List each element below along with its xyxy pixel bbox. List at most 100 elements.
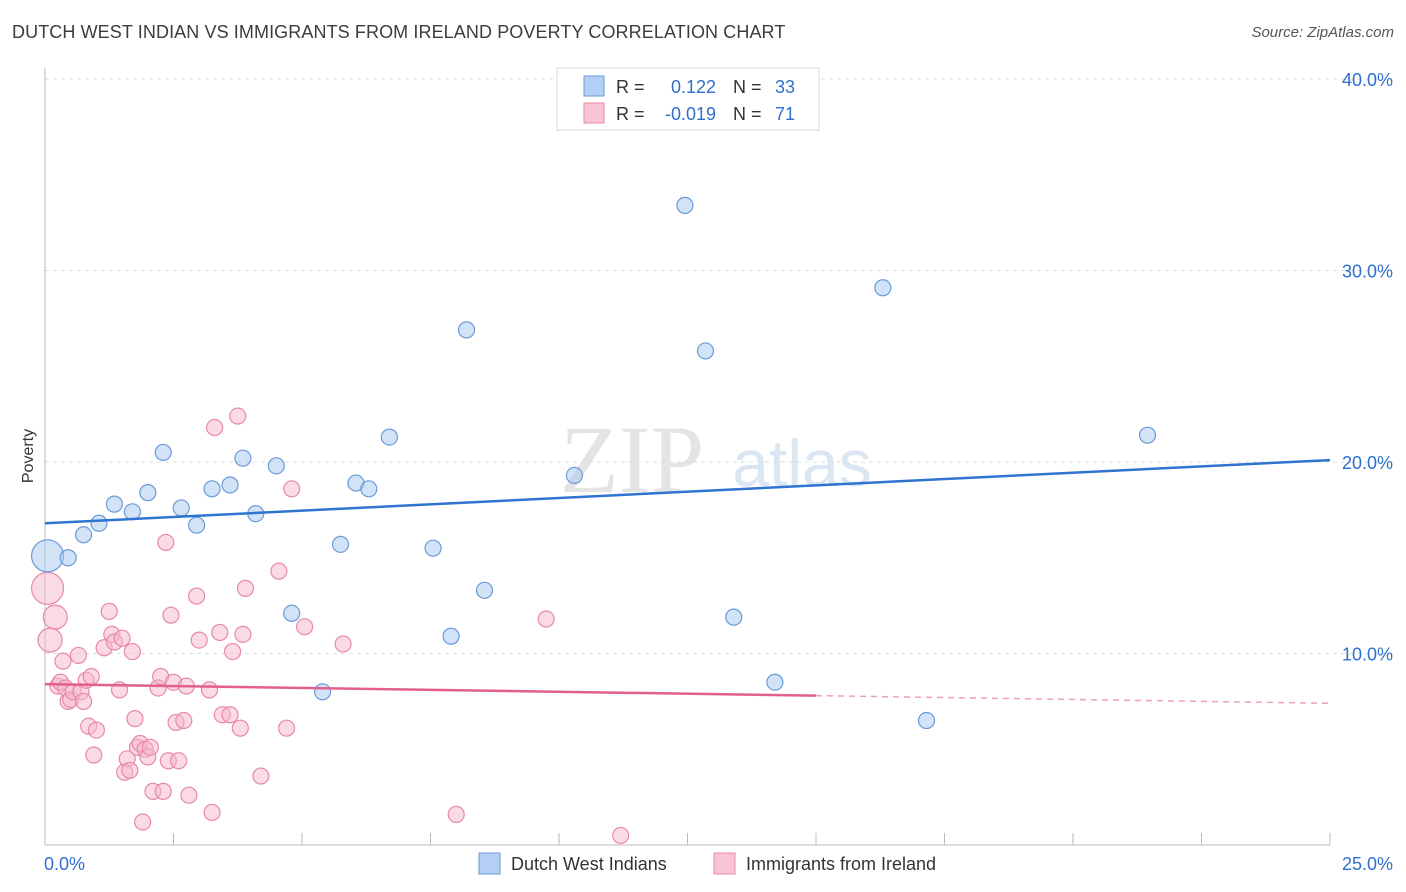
legend-label-immigrants-from-ireland: Immigrants from Ireland bbox=[746, 854, 936, 874]
ireland-point bbox=[537, 610, 555, 628]
y-tick-labels: 10.0% 20.0% 30.0% 40.0% bbox=[1342, 70, 1393, 665]
stats-r-value-pink: -0.019 bbox=[665, 104, 716, 124]
dutch-west-indian-point bbox=[90, 514, 108, 532]
dutch-west-indian-point bbox=[457, 321, 476, 339]
dutch-west-indian-point bbox=[475, 581, 494, 599]
legend-label-dutch-west-indians: Dutch West Indians bbox=[511, 854, 667, 874]
stats-r-label-blue: R = bbox=[616, 77, 645, 97]
ireland-point bbox=[175, 711, 193, 730]
y-tick-label: 20.0% bbox=[1342, 453, 1393, 473]
dutch-west-indian-point bbox=[424, 539, 442, 557]
dutch-west-indian-point bbox=[267, 457, 285, 475]
stats-n-label-blue: N = bbox=[733, 77, 762, 97]
ireland-point bbox=[270, 562, 288, 580]
dutch-west-indian-point bbox=[380, 428, 398, 446]
dutch-west-indian-point bbox=[30, 539, 65, 573]
ireland-point bbox=[134, 813, 152, 831]
dutch-west-indian-point bbox=[725, 608, 743, 626]
dutch-west-indian-point bbox=[442, 627, 460, 645]
ireland-point bbox=[206, 418, 224, 437]
dutch-west-indian-point bbox=[59, 549, 77, 567]
ireland-point bbox=[141, 738, 159, 756]
ireland-point bbox=[188, 587, 206, 605]
dutch-west-indian-point bbox=[139, 484, 157, 502]
stats-n-value-blue: 33 bbox=[775, 77, 795, 97]
ireland-point bbox=[203, 803, 221, 822]
grid-lines bbox=[45, 78, 1392, 654]
series-ireland-points bbox=[30, 407, 630, 845]
ireland-point bbox=[69, 646, 88, 665]
dutch-west-indian-point bbox=[874, 279, 892, 297]
x-tick-label-min: 0.0% bbox=[44, 854, 85, 874]
ireland-point bbox=[42, 604, 68, 630]
stats-r-label-pink: R = bbox=[616, 104, 645, 124]
dutch-west-indian-point bbox=[766, 673, 784, 691]
ireland-point bbox=[121, 761, 139, 779]
dutch-west-indian-point bbox=[234, 449, 252, 467]
ireland-point bbox=[211, 623, 229, 642]
ireland-point bbox=[229, 407, 247, 425]
y-tick-label: 30.0% bbox=[1342, 262, 1393, 282]
chart-title: DUTCH WEST INDIAN VS IMMIGRANTS FROM IRE… bbox=[12, 22, 786, 42]
legend-swatch-immigrants-from-ireland bbox=[713, 852, 736, 875]
x-tick-label-max: 25.0% bbox=[1342, 854, 1393, 874]
ireland-point bbox=[295, 618, 314, 636]
axes bbox=[44, 68, 1331, 846]
dutch-west-indian-point bbox=[313, 683, 332, 701]
ireland-point bbox=[157, 533, 175, 552]
ireland-point bbox=[277, 719, 296, 737]
ireland-point bbox=[283, 480, 301, 498]
ireland-point bbox=[123, 642, 141, 661]
stats-n-label-pink: N = bbox=[733, 104, 762, 124]
stats-legend-swatch-blue bbox=[583, 75, 605, 97]
dutch-west-indian-point bbox=[105, 495, 123, 513]
ireland-point bbox=[180, 786, 198, 804]
ireland-point bbox=[162, 606, 180, 624]
ireland-point bbox=[334, 635, 352, 653]
source-label: Source: ZipAtlas.com bbox=[1251, 24, 1394, 41]
stats-n-value-pink: 71 bbox=[775, 104, 795, 124]
ireland-point bbox=[100, 602, 118, 620]
dutch-west-indian-point bbox=[283, 604, 301, 622]
legend-swatch-dutch-west-indians bbox=[478, 852, 501, 875]
series-dutch-west-indian-points bbox=[30, 196, 1157, 730]
ireland-point bbox=[170, 752, 188, 770]
y-axis-label: Poverty bbox=[20, 429, 37, 483]
dutch-west-indian-point bbox=[123, 503, 141, 521]
trend-line-ireland-extension bbox=[815, 694, 1331, 705]
ireland-point bbox=[30, 571, 65, 605]
ireland-point bbox=[231, 719, 249, 737]
ireland-point bbox=[82, 667, 100, 686]
ireland-point bbox=[200, 681, 219, 699]
ireland-point bbox=[54, 652, 72, 670]
ireland-point bbox=[447, 805, 465, 823]
ireland-point bbox=[612, 826, 630, 845]
ireland-point bbox=[113, 629, 131, 647]
dutch-west-indian-point bbox=[221, 476, 239, 494]
y-tick-label: 10.0% bbox=[1342, 645, 1393, 665]
x-tick-labels: 0.0% 25.0% bbox=[44, 854, 1393, 874]
y-tick-label: 40.0% bbox=[1342, 70, 1393, 90]
dutch-west-indian-point bbox=[676, 196, 694, 214]
dutch-west-indian-point bbox=[1138, 426, 1157, 444]
ireland-point bbox=[154, 782, 172, 800]
dutch-west-indian-point bbox=[172, 499, 190, 517]
dutch-west-indian-point bbox=[565, 466, 584, 485]
stats-r-value-blue: 0.122 bbox=[671, 77, 716, 97]
ireland-point bbox=[85, 746, 103, 764]
dutch-west-indian-point bbox=[154, 443, 172, 462]
dutch-west-indian-point bbox=[696, 342, 715, 360]
trend-lines bbox=[44, 458, 1331, 705]
ireland-point bbox=[74, 692, 93, 710]
ireland-point bbox=[252, 767, 270, 785]
ireland-point bbox=[190, 631, 208, 649]
dutch-west-indian-point bbox=[917, 711, 936, 730]
stats-legend-swatch-pink bbox=[583, 102, 605, 124]
ireland-point bbox=[87, 721, 106, 739]
dutch-west-indian-point bbox=[331, 535, 350, 553]
dutch-west-indian-point bbox=[360, 480, 378, 498]
ireland-point bbox=[236, 579, 255, 597]
ireland-point bbox=[126, 710, 144, 728]
ireland-point bbox=[221, 706, 239, 724]
